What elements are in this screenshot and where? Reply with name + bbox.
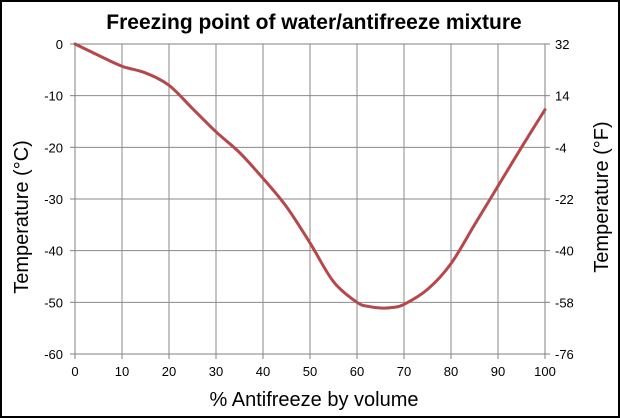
series-line <box>73 42 547 310</box>
y-tick-label: -50 <box>44 295 63 310</box>
y-tick-label: -60 <box>44 347 63 362</box>
x-tick-label: 50 <box>303 364 317 379</box>
x-tick-label: 30 <box>209 364 223 379</box>
y-tick-label: 0 <box>56 37 63 52</box>
y2-tick-label: -76 <box>555 347 574 362</box>
x-axis-title: % Antifreeze by volume <box>210 389 419 411</box>
x-tick-label: 0 <box>71 364 78 379</box>
y-tick-label: -30 <box>44 192 63 207</box>
x-tick-label: 80 <box>444 364 458 379</box>
y2-tick-label: 32 <box>555 37 569 52</box>
y-tick-label: -40 <box>44 244 63 259</box>
y2-tick-label: -40 <box>555 244 574 259</box>
y-tick-label: -20 <box>44 140 63 155</box>
grid <box>70 43 550 359</box>
y2-tick-label: -58 <box>555 295 574 310</box>
x-tick-label: 90 <box>491 364 505 379</box>
y2-tick-label: -4 <box>555 140 567 155</box>
chart-title: Freezing point of water/antifreeze mixtu… <box>106 11 521 34</box>
y-axis-title: Temperature (°C) <box>11 140 33 294</box>
y2-tick-labels: 32 14 -4 -22 -40 -58 -76 <box>555 37 574 362</box>
x-tick-label: 60 <box>350 364 364 379</box>
plot-area <box>74 43 546 355</box>
y2-tick-label: -22 <box>555 192 574 207</box>
x-tick-label: 20 <box>162 364 176 379</box>
y-tick-label: -10 <box>44 89 63 104</box>
x-tick-labels: 0 10 20 30 40 50 60 70 80 90 100 <box>71 364 555 379</box>
x-tick-label: 70 <box>397 364 411 379</box>
y2-axis-title: Temperature (°F) <box>591 121 613 272</box>
x-tick-label: 40 <box>256 364 270 379</box>
x-tick-label: 100 <box>534 364 556 379</box>
x-tick-label: 10 <box>115 364 129 379</box>
y-tick-labels: 0 -10 -20 -30 -40 -50 -60 <box>44 37 63 362</box>
y2-tick-label: 14 <box>555 89 569 104</box>
